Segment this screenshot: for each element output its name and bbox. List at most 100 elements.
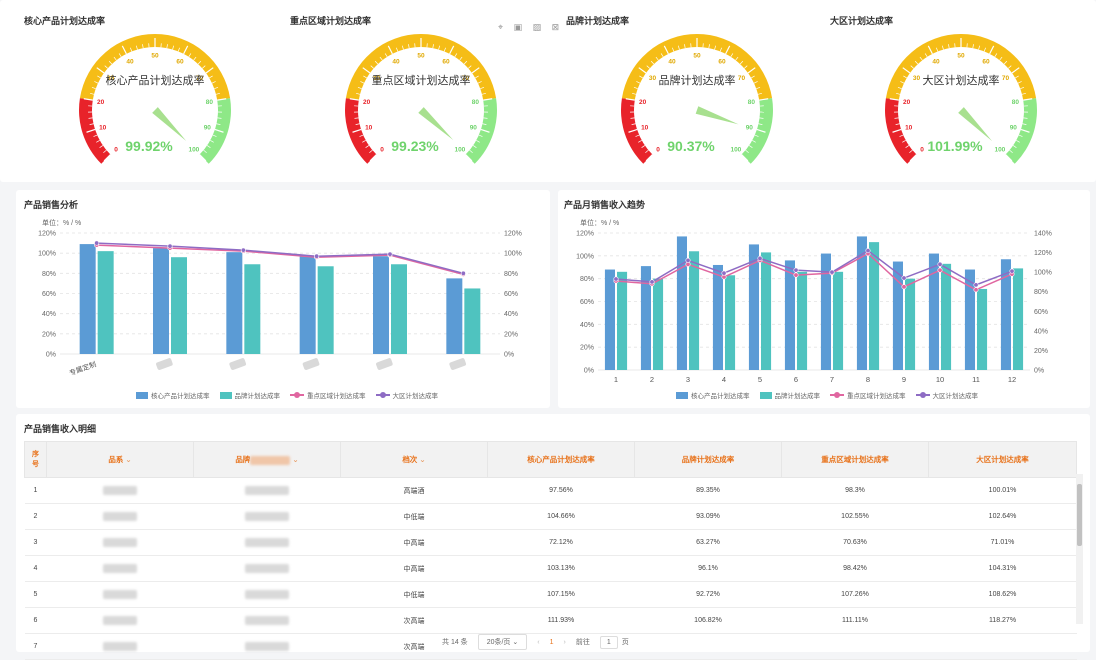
bar-1-4[interactable]: [713, 265, 723, 370]
line-point-4-6[interactable]: [461, 271, 465, 275]
product-sales-analysis-panel: 产品销售分析 单位：% / % 0%20%40%60%80%100%120%0%…: [16, 190, 550, 408]
bar-1-1[interactable]: [605, 270, 615, 370]
legend-item-1[interactable]: 核心产品计划达成率: [676, 390, 750, 400]
bar-2-12[interactable]: [1013, 268, 1023, 370]
bar-2-6[interactable]: [797, 272, 807, 370]
line-point-4-8[interactable]: [866, 248, 870, 252]
bar-2-11[interactable]: [977, 289, 987, 370]
line-point-4-1[interactable]: [94, 241, 98, 245]
line-point-4-10[interactable]: [938, 262, 942, 266]
bar-2-1[interactable]: [98, 251, 114, 354]
bar-1-2[interactable]: [153, 248, 169, 354]
line-point-3-10[interactable]: [938, 268, 942, 272]
x-tick-label: 7: [830, 375, 834, 384]
x-tick-label: 5: [758, 375, 762, 384]
bar-2-6[interactable]: [464, 288, 480, 354]
column-header-2[interactable]: 品系 ⌄: [47, 442, 194, 478]
bar-2-1[interactable]: [617, 272, 627, 370]
bar-1-6[interactable]: [446, 278, 462, 354]
goto-label: 前往: [576, 637, 590, 647]
line-point-4-12[interactable]: [1010, 269, 1014, 273]
chart-toolbox[interactable]: ⌖ ▣ ▨ ⊠: [498, 22, 563, 33]
legend-item-2[interactable]: 品牌计划达成率: [220, 390, 281, 400]
legend-item-1[interactable]: 核心产品计划达成率: [136, 390, 210, 400]
vertical-scrollbar[interactable]: [1076, 474, 1083, 624]
legend-item-2[interactable]: 品牌计划达成率: [760, 390, 821, 400]
legend-item-3[interactable]: 重点区域计划达成率: [290, 390, 366, 400]
x-tick-label: 9: [902, 375, 906, 384]
gauge-tick-label: 0: [114, 146, 118, 153]
line-point-4-5[interactable]: [388, 252, 392, 256]
bar-2-5[interactable]: [761, 252, 771, 370]
line-point-4-5[interactable]: [758, 256, 762, 260]
line-point-3-11[interactable]: [974, 288, 978, 292]
bar-2-2[interactable]: [171, 257, 187, 354]
legend-item-3[interactable]: 重点区域计划达成率: [830, 390, 906, 400]
line-point-4-4[interactable]: [314, 254, 318, 258]
bar-1-4[interactable]: [300, 256, 316, 354]
table-cell: 106.82%: [635, 608, 782, 634]
column-header-3[interactable]: 品牌 ⌄: [194, 442, 341, 478]
bar-2-8[interactable]: [869, 242, 879, 370]
bar-2-4[interactable]: [318, 266, 334, 354]
bar-2-5[interactable]: [391, 264, 407, 354]
redacted-text: [245, 642, 289, 651]
bar-2-2[interactable]: [653, 279, 663, 370]
page-size-select[interactable]: 20条/页 ⌄: [478, 634, 528, 650]
line-point-4-2[interactable]: [168, 244, 172, 248]
page-number-current[interactable]: 1: [550, 639, 554, 646]
filter-chevron-icon[interactable]: ⌄: [417, 455, 425, 464]
line-point-4-7[interactable]: [830, 270, 834, 274]
bar-2-9[interactable]: [905, 279, 915, 370]
line-point-3-6[interactable]: [794, 273, 798, 277]
line-point-4-4[interactable]: [722, 271, 726, 275]
line-point-4-6[interactable]: [794, 268, 798, 272]
line-point-4-9[interactable]: [902, 276, 906, 280]
bar-2-7[interactable]: [833, 272, 843, 370]
bar-1-5[interactable]: [373, 256, 389, 354]
legend-label: 品牌计划达成率: [235, 390, 281, 400]
bar-2-4[interactable]: [725, 275, 735, 370]
legend-item-4[interactable]: 大区计划达成率: [916, 390, 979, 400]
bar-1-6[interactable]: [785, 260, 795, 370]
header-label: 重点区域计划达成率: [821, 455, 889, 464]
line-point-4-3[interactable]: [241, 248, 245, 252]
bar-1-3[interactable]: [677, 236, 687, 370]
table-cell: 7: [25, 634, 47, 660]
column-header-8: 大区计划达成率: [929, 442, 1077, 478]
bar-2-10[interactable]: [941, 264, 951, 370]
next-page-button[interactable]: ›: [564, 639, 566, 646]
line-point-4-11[interactable]: [974, 283, 978, 287]
line-point-4-2[interactable]: [650, 280, 654, 284]
line-point-3-9[interactable]: [902, 285, 906, 289]
column-header-4[interactable]: 档次 ⌄: [341, 442, 488, 478]
filter-chevron-icon[interactable]: ⌄: [290, 455, 298, 464]
gauge-tick-label: 80: [472, 99, 480, 106]
legend-item-4[interactable]: 大区计划达成率: [376, 390, 439, 400]
line-point-4-3[interactable]: [686, 258, 690, 262]
filter-chevron-icon[interactable]: ⌄: [123, 455, 131, 464]
bar-1-1[interactable]: [80, 244, 96, 354]
table-cell: 3: [25, 530, 47, 556]
bar-1-3[interactable]: [226, 252, 242, 354]
scrollbar-thumb[interactable]: [1077, 484, 1082, 546]
table-cell: [47, 582, 194, 608]
bar-2-3[interactable]: [244, 264, 260, 354]
bar-2-3[interactable]: [689, 251, 699, 370]
table-cell: 102.64%: [929, 504, 1077, 530]
goto-page-input[interactable]: 1: [600, 636, 618, 649]
line-point-4-1[interactable]: [614, 277, 618, 281]
chart-legend[interactable]: 核心产品计划达成率 品牌计划达成率重点区域计划达成率大区计划达成率: [136, 390, 438, 400]
prev-page-button[interactable]: ‹: [537, 639, 539, 646]
redacted-text: [103, 538, 137, 547]
table-cell: [194, 504, 341, 530]
chart-legend[interactable]: 核心产品计划达成率品牌计划达成率重点区域计划达成率大区计划达成率: [676, 390, 978, 400]
redacted-text: [245, 616, 289, 625]
